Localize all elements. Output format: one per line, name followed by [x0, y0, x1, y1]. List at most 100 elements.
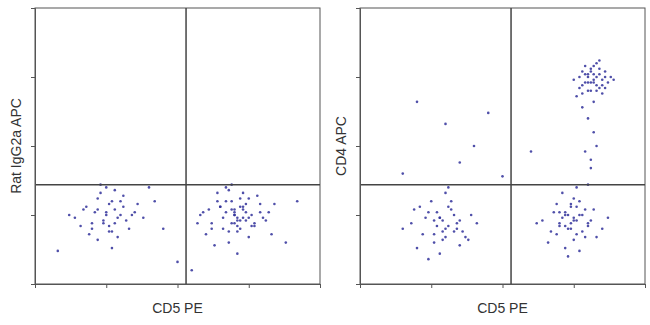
event-dot [74, 216, 77, 219]
event-dot [430, 200, 433, 203]
event-dot [410, 222, 413, 225]
y-tick [356, 77, 360, 78]
event-dot [590, 167, 593, 170]
event-dot [581, 84, 584, 87]
event-dot [587, 81, 590, 84]
event-dot [262, 216, 265, 219]
event-dot [584, 81, 587, 84]
event-dot [256, 194, 259, 197]
event-dot [427, 211, 430, 214]
event-dot [176, 261, 179, 264]
event-dot [228, 230, 231, 233]
y-tick-mark [356, 215, 360, 216]
y-tick-mark [356, 284, 360, 285]
y-axis [356, 9, 361, 285]
event-dot [245, 203, 248, 206]
x-tick-mark [106, 284, 107, 288]
event-dot [250, 214, 253, 217]
event-dot [253, 222, 256, 225]
event-dot [250, 225, 253, 228]
event-dot [541, 219, 544, 222]
event-dot [439, 216, 442, 219]
event-dot [128, 228, 131, 231]
event-dot [575, 205, 578, 208]
event-dot [444, 123, 447, 126]
event-dot [245, 219, 248, 222]
event-dot [267, 211, 270, 214]
event-dot [85, 205, 88, 208]
event-dot [219, 205, 222, 208]
event-dot [88, 233, 91, 236]
plot-frame [35, 8, 320, 284]
y-tick [31, 146, 35, 147]
event-dot [233, 214, 236, 217]
event-dot [239, 228, 242, 231]
event-dot [578, 200, 581, 203]
y-tick [356, 215, 360, 216]
event-dot [450, 208, 453, 211]
quadrant-line-x [185, 8, 187, 284]
event-dot [558, 225, 561, 228]
event-dot [242, 192, 245, 195]
event-dot [68, 214, 71, 217]
x-tick [106, 284, 107, 288]
event-dot [564, 247, 567, 250]
event-dot [447, 205, 450, 208]
event-dot [467, 239, 470, 242]
event-dot [590, 67, 593, 70]
event-dot [111, 200, 114, 203]
event-dot [233, 211, 236, 214]
event-dot [561, 192, 564, 195]
event-dot [148, 186, 151, 189]
event-dot [570, 228, 573, 231]
event-dot [598, 87, 601, 90]
event-dot [122, 205, 125, 208]
x-axis [361, 284, 646, 288]
quadrant-line-y [35, 184, 320, 186]
event-dot [108, 203, 111, 206]
event-dot [259, 211, 262, 214]
y-tick-mark [356, 146, 360, 147]
event-dot [441, 230, 444, 233]
event-dot [607, 216, 610, 219]
event-dot [114, 189, 117, 192]
event-dot [570, 205, 573, 208]
event-dot [57, 250, 60, 253]
event-dot [575, 95, 578, 98]
event-dot [595, 62, 598, 65]
event-dot [108, 225, 111, 228]
event-dot [595, 236, 598, 239]
event-dot [567, 255, 570, 258]
event-dot [239, 205, 242, 208]
event-dot [601, 84, 604, 87]
event-dot [587, 76, 590, 79]
event-dot [436, 211, 439, 214]
event-dot [584, 208, 587, 211]
y-tick-mark [356, 77, 360, 78]
event-dot [105, 186, 108, 189]
x-tick [645, 284, 646, 288]
x-tick [320, 284, 321, 288]
y-tick-mark [356, 8, 360, 9]
x-axis-line [361, 285, 646, 289]
event-dot [82, 208, 85, 211]
event-dot [273, 203, 276, 206]
event-dot [222, 228, 225, 231]
event-dot [587, 90, 590, 93]
event-dot [587, 117, 590, 120]
event-dot [119, 200, 122, 203]
y-tick-mark [31, 284, 35, 285]
points [57, 183, 299, 271]
x-tick-mark [431, 284, 432, 288]
event-dot [567, 228, 570, 231]
points [401, 59, 615, 260]
event-dot [447, 186, 450, 189]
x-tick [503, 284, 504, 288]
y-tick [31, 284, 35, 285]
event-dot [456, 222, 459, 225]
event-dot [196, 222, 199, 225]
event-dot [444, 228, 447, 231]
event-dot [96, 208, 99, 211]
event-dot [253, 225, 256, 228]
event-dot [247, 236, 250, 239]
